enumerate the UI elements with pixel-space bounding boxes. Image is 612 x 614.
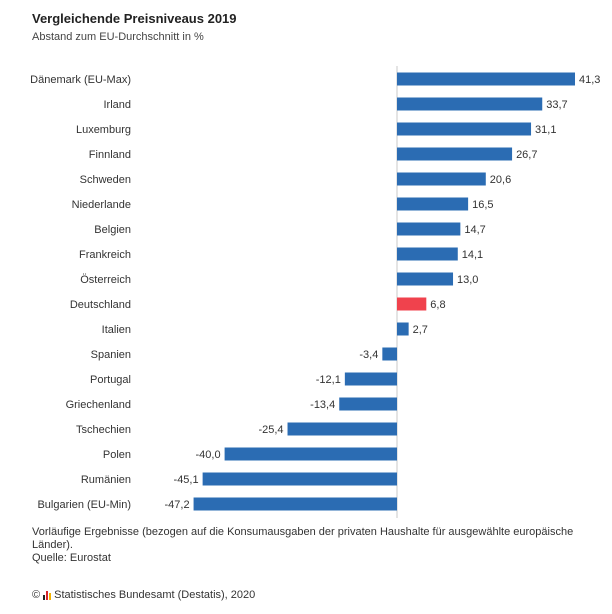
category-label: Portugal	[90, 374, 131, 386]
chart-title: Vergleichende Preisniveaus 2019	[32, 11, 237, 26]
bar-3	[397, 147, 513, 161]
value-label: -25,4	[258, 424, 283, 436]
value-label: 13,0	[457, 274, 478, 286]
value-label: 16,5	[472, 199, 493, 211]
bar-2	[397, 122, 532, 136]
category-label: Österreich	[80, 274, 131, 286]
value-label: 31,1	[535, 124, 556, 136]
footnote-text: Vorläufige Ergebnisse (bezogen auf die K…	[32, 526, 574, 551]
category-label: Irland	[103, 99, 131, 111]
value-label: 14,1	[462, 249, 483, 261]
value-label: 41,3	[579, 74, 600, 86]
category-label: Italien	[102, 324, 131, 336]
bar-7	[397, 247, 458, 261]
chart-subtitle: Abstand zum EU-Durchschnitt in %	[32, 31, 204, 43]
value-label: -47,2	[164, 499, 189, 511]
bar-15	[224, 447, 397, 461]
value-label: 26,7	[516, 149, 537, 161]
footnotes: Vorläufige Ergebnisse (bezogen auf die K…	[32, 526, 592, 565]
bar-8	[397, 272, 454, 286]
bar-5	[397, 197, 469, 211]
value-label: -45,1	[174, 474, 199, 486]
value-label: 33,7	[546, 99, 567, 111]
value-label: -3,4	[359, 349, 378, 361]
bar-1	[397, 97, 543, 111]
bar-11	[382, 347, 397, 361]
bar-13	[339, 397, 397, 411]
value-label: -12,1	[316, 374, 341, 386]
bar-6	[397, 222, 461, 236]
copyright-line: © Statistisches Bundesamt (Destatis), 20…	[32, 589, 255, 601]
bar-chart: Dänemark (EU-Max) 41,3 Irland 33,7 Luxemburg…	[30, 66, 600, 518]
bar-10	[397, 322, 409, 336]
category-label: Polen	[103, 449, 131, 461]
value-label: 14,7	[464, 224, 485, 236]
category-label: Niederlande	[72, 199, 131, 211]
bar-9	[397, 297, 427, 311]
value-label: 2,7	[413, 324, 428, 336]
category-label: Belgien	[94, 224, 131, 236]
bar-4	[397, 172, 486, 186]
category-label: Dänemark (EU-Max)	[30, 74, 131, 86]
category-label: Tschechien	[76, 424, 131, 436]
value-label: 20,6	[490, 174, 511, 186]
bar-17	[193, 497, 397, 511]
value-label: 6,8	[430, 299, 445, 311]
category-label: Frankreich	[79, 249, 131, 261]
category-label: Luxemburg	[76, 124, 131, 136]
copyright-symbol: ©	[32, 589, 41, 601]
credit-text: Statistisches Bundesamt (Destatis), 2020	[54, 589, 256, 601]
category-label: Rumänien	[81, 474, 131, 486]
bar-12	[344, 372, 397, 386]
value-label: -13,4	[310, 399, 335, 411]
source-text: Quelle: Eurostat	[32, 552, 111, 564]
bar-0	[397, 72, 576, 86]
category-label: Finnland	[89, 149, 131, 161]
category-label: Bulgarien (EU-Min)	[37, 499, 131, 511]
category-label: Griechenland	[66, 399, 131, 411]
category-label: Deutschland	[70, 299, 131, 311]
value-label: -40,0	[196, 449, 221, 461]
category-label: Spanien	[91, 349, 131, 361]
category-label: Schweden	[80, 174, 131, 186]
destatis-logo-icon	[43, 590, 52, 600]
bar-16	[202, 472, 397, 486]
bar-14	[287, 422, 397, 436]
